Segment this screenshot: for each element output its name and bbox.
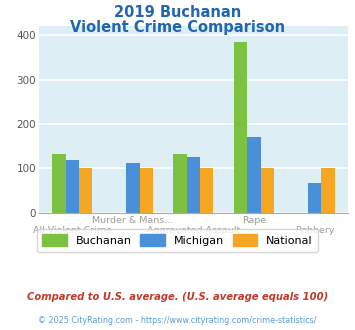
- Bar: [200, 168, 213, 213]
- Bar: [261, 168, 274, 213]
- Bar: [187, 157, 200, 213]
- Text: Aggravated Assault: Aggravated Assault: [147, 226, 240, 235]
- Text: All Violent Crime: All Violent Crime: [33, 226, 112, 235]
- Bar: [66, 160, 79, 213]
- Text: Compared to U.S. average. (U.S. average equals 100): Compared to U.S. average. (U.S. average …: [27, 292, 328, 302]
- Legend: Buchanan, Michigan, National: Buchanan, Michigan, National: [37, 229, 318, 252]
- Text: Rape: Rape: [242, 216, 266, 225]
- Bar: [53, 154, 66, 213]
- Text: 2019 Buchanan: 2019 Buchanan: [114, 5, 241, 20]
- Text: © 2025 CityRating.com - https://www.cityrating.com/crime-statistics/: © 2025 CityRating.com - https://www.city…: [38, 316, 317, 325]
- Bar: [247, 137, 261, 213]
- Text: Violent Crime Comparison: Violent Crime Comparison: [70, 20, 285, 35]
- Bar: [321, 168, 334, 213]
- Bar: [234, 42, 247, 213]
- Bar: [126, 163, 140, 213]
- Bar: [140, 168, 153, 213]
- Bar: [308, 183, 321, 213]
- Text: Murder & Mans...: Murder & Mans...: [92, 216, 174, 225]
- Bar: [79, 168, 92, 213]
- Text: Robbery: Robbery: [295, 226, 334, 235]
- Bar: [174, 154, 187, 213]
